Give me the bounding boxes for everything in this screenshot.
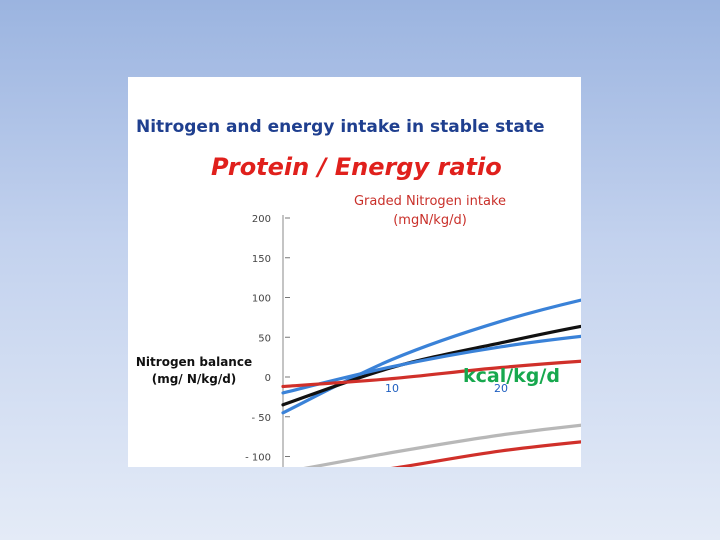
y-tick-label: - 50 [251, 413, 271, 424]
x-tick-label: 10 [385, 382, 399, 395]
y-tick-label: 150 [252, 254, 271, 265]
series-line-280 [281, 324, 581, 407]
series-line-58 [303, 423, 581, 467]
y-tick-label: 200 [252, 214, 271, 225]
y-tick-label: - 100 [245, 453, 271, 464]
x-tick-label: 20 [494, 382, 508, 395]
legend-title-line2: (mgN/kg/d) [393, 213, 467, 228]
y-axis-label: Nitrogen balance (mg/ N/kg/d) [134, 354, 254, 388]
y-axis-label-line1: Nitrogen balance [135, 355, 253, 369]
y-axis-label-line2: (mg/ N/kg/d) [151, 372, 237, 386]
legend-title-line1: Graded Nitrogen intake [353, 194, 507, 209]
y-tick-label: 100 [252, 294, 271, 305]
series-line-376 [281, 298, 581, 415]
series-line-208 [281, 334, 581, 395]
series-line-128 [281, 359, 581, 389]
series-line-0 [390, 440, 581, 467]
chart-subtitle: Protein / Energy ratio [211, 153, 502, 181]
legend-title: Graded Nitrogen intake (mgN/kg/d) [346, 192, 514, 230]
y-tick-label: 0 [265, 373, 271, 384]
x-axis-unit-label: kcal/kg/d [463, 365, 560, 387]
chart-title: Nitrogen and energy intake in stable sta… [136, 117, 545, 137]
y-tick-label: 50 [258, 333, 271, 344]
